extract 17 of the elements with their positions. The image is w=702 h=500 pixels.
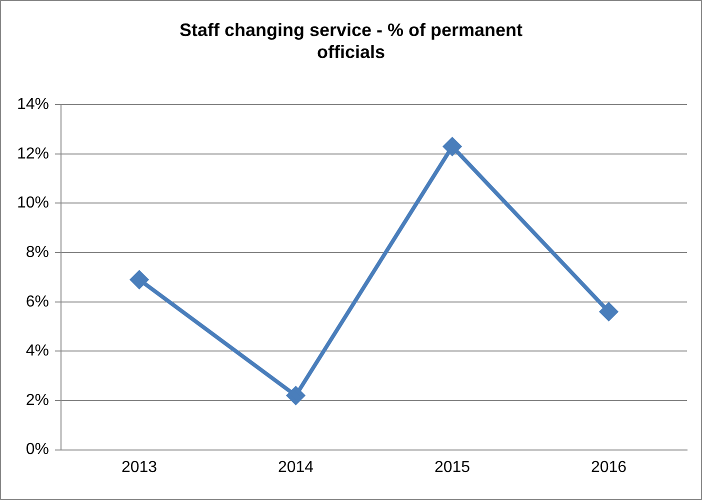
point bbox=[600, 302, 618, 321]
point bbox=[286, 386, 305, 405]
chart-title: Staff changing service - % of permanent officials bbox=[178, 19, 524, 63]
y-tick-label: 10% bbox=[16, 194, 50, 212]
x-tick-label: 2015 bbox=[434, 458, 470, 476]
y-tick-label: 8% bbox=[26, 244, 50, 261]
x-tick-label: 2013 bbox=[121, 458, 158, 476]
y-tick-label: 12% bbox=[16, 145, 50, 162]
y-tick-label: 0% bbox=[26, 441, 50, 458]
y-tick-label: 2% bbox=[26, 392, 50, 409]
y-tick-label: 4% bbox=[26, 342, 50, 360]
y-tick-label: 6% bbox=[26, 293, 50, 310]
y-tick-label: 14% bbox=[16, 96, 50, 114]
x-tick-label: 2016 bbox=[590, 458, 627, 476]
x-tick-label: 2014 bbox=[278, 458, 314, 476]
point bbox=[130, 270, 148, 289]
point bbox=[443, 138, 462, 156]
